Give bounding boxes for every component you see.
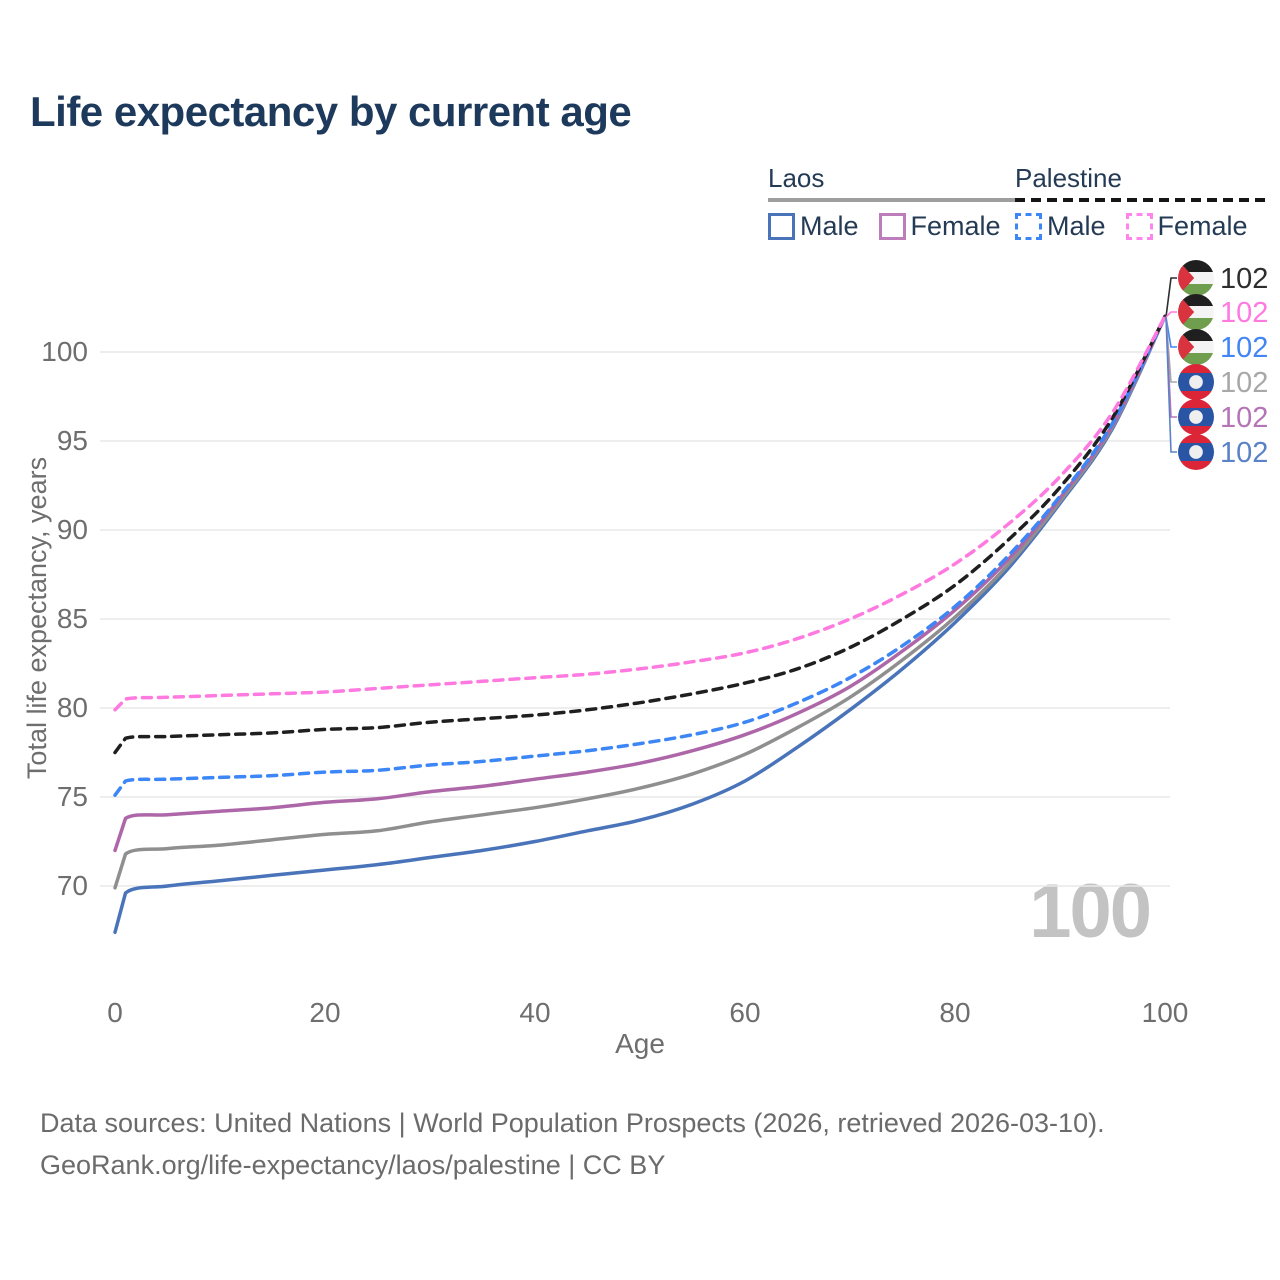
footer-attribution: GeoRank.org/life-expectancy/laos/palesti… (40, 1150, 666, 1180)
flag-icon-palestine (1178, 260, 1214, 296)
flag-icon-laos (1178, 364, 1214, 400)
flag-icon-laos (1178, 399, 1214, 435)
footer-data-sources: Data sources: United Nations | World Pop… (40, 1108, 1105, 1138)
x-tick-label: 60 (729, 997, 760, 1028)
flag-icon-palestine (1178, 329, 1214, 365)
flag-icon-palestine (1178, 294, 1214, 330)
end-value-label: 102 (1220, 263, 1268, 295)
connector-line (1165, 316, 1177, 453)
palestine-male-swatch-icon (1015, 213, 1042, 240)
legend-item-palestine-male[interactable]: Male (1015, 211, 1106, 242)
page-title: Life expectancy by current age (30, 88, 632, 135)
flag-icon-laos (1178, 434, 1214, 470)
y-tick-label: 70 (57, 870, 88, 901)
life-expectancy-chart: 70 75 80 85 90 95 100 0 20 40 60 80 100 Age Total li… (22, 260, 1268, 1059)
y-tick-label: 75 (57, 781, 88, 812)
legend-group-laos: Laos Male Female (768, 163, 1021, 242)
laos-male-swatch-icon (768, 213, 795, 240)
legend-item-label: Male (1047, 211, 1106, 241)
y-tick-label: 95 (57, 425, 88, 456)
legend-item-label: Female (1157, 211, 1248, 241)
end-value-label: 102 (1220, 367, 1268, 399)
connector-line (1165, 311, 1177, 318)
y-axis-title: Total life expectancy, years (22, 457, 52, 779)
legend-group-title-palestine: Palestine (1015, 163, 1122, 193)
x-tick-label: 80 (939, 997, 970, 1028)
x-tick-label: 40 (519, 997, 550, 1028)
connector-line (1165, 277, 1177, 318)
y-tick-label: 90 (57, 514, 88, 545)
y-tick-label: 100 (41, 336, 88, 367)
legend-item-laos-female[interactable]: Female (878, 211, 1001, 242)
x-tick-label: 20 (309, 997, 340, 1028)
watermark-age-label: 100 (1029, 869, 1152, 954)
series-line-laos-male (113, 314, 1167, 935)
y-tick-label: 85 (57, 603, 88, 634)
series-line-laos-female (113, 314, 1167, 853)
series-line-palestine-both (113, 314, 1167, 755)
end-value-label: 102 (1220, 297, 1268, 329)
y-tick-label: 80 (57, 692, 88, 723)
series-line-laos-both (113, 314, 1167, 890)
legend-underline-palestine (1015, 198, 1268, 202)
x-tick-label: 100 (1142, 997, 1189, 1028)
legend-item-palestine-female[interactable]: Female (1125, 211, 1248, 242)
footer: Data sources: United Nations | World Pop… (40, 1102, 1105, 1186)
laos-female-swatch-icon (878, 213, 906, 240)
legend-item-laos-male[interactable]: Male (768, 211, 859, 242)
end-value-label: 102 (1220, 402, 1268, 434)
palestine-female-swatch-icon (1125, 213, 1153, 240)
end-value-label: 102 (1220, 332, 1268, 364)
legend-underline-laos (768, 198, 1021, 202)
x-axis-title: Age (615, 1028, 665, 1059)
legend-group-palestine: Palestine Male Female (1015, 163, 1268, 242)
series-line-palestine-male (113, 314, 1167, 797)
connector-line (1165, 316, 1177, 348)
x-tick-label: 0 (107, 997, 123, 1028)
end-value-label: 102 (1220, 437, 1268, 469)
series-line-palestine-female (113, 314, 1167, 712)
legend-item-label: Female (910, 211, 1001, 241)
legend-item-label: Male (800, 211, 859, 241)
legend-group-title-laos: Laos (768, 163, 825, 193)
